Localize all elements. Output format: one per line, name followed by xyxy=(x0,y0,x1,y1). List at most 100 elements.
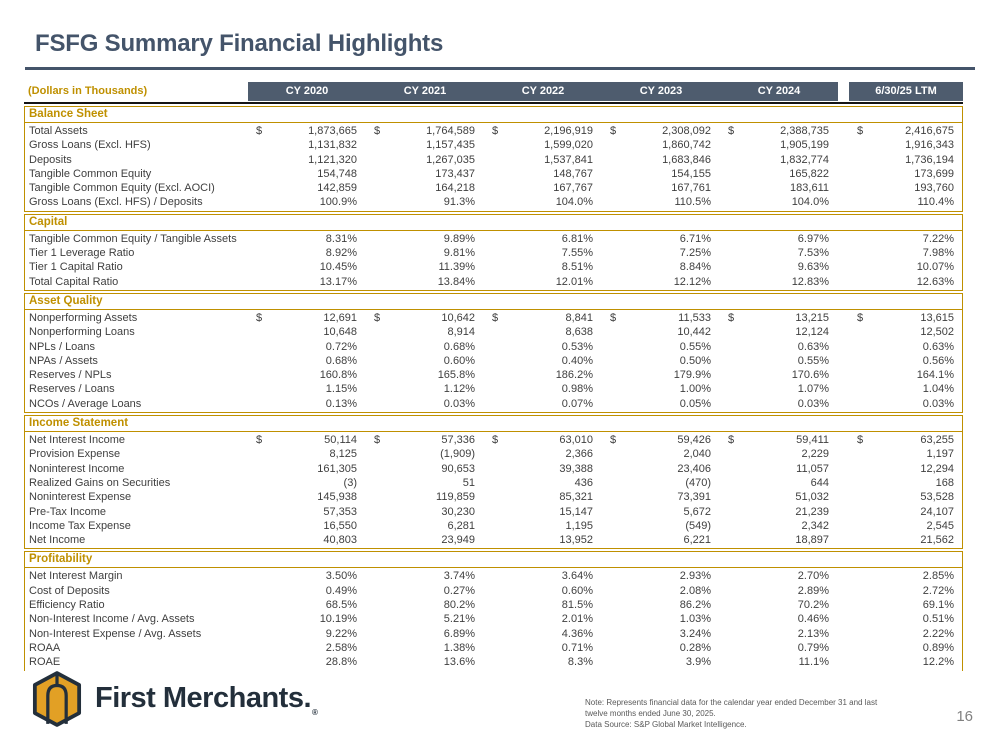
cell-value: 69.1% xyxy=(922,599,954,612)
table-row: ROAE 28.8% 13.6% 8.3% 3.9% 11.1% 12.2% xyxy=(25,655,962,669)
cell-value: 11.39% xyxy=(438,261,476,274)
cell-value: 40,803 xyxy=(323,534,357,547)
cell-value: 90,653 xyxy=(441,462,475,475)
cell-value: 0.56% xyxy=(922,354,954,367)
cell-value: $63,255 xyxy=(857,434,954,447)
row-label: Cost of Deposits xyxy=(29,584,110,597)
cell-value: 148,767 xyxy=(553,167,593,180)
table-row: Efficiency Ratio 68.5% 80.2% 81.5% 86.2% 70.2… xyxy=(25,598,962,612)
cell-value: 12.83% xyxy=(791,275,829,288)
table-row: Tangible Common Equity (Excl. AOCI) 142,8… xyxy=(25,181,962,195)
cell-value: 179.9% xyxy=(673,369,711,382)
title-divider xyxy=(25,67,975,70)
dollar-sign: $ xyxy=(610,125,617,137)
first-merchants-logo: First Merchants.® xyxy=(30,670,318,728)
row-label: ROAA xyxy=(29,641,61,654)
cell-value: 3.74% xyxy=(443,570,475,583)
row-label: Reserves / Loans xyxy=(29,383,115,396)
cell-value: 1,195 xyxy=(565,519,593,532)
cell-value: 91.3% xyxy=(443,196,475,209)
cell-value: 145,938 xyxy=(317,491,357,504)
table-row: Cost of Deposits 0.49% 0.27% 0.60% 2.08% 2.89… xyxy=(25,584,962,598)
cell-value: 168 xyxy=(935,476,954,489)
dollar-sign: $ xyxy=(857,434,864,447)
cell-value: $2,388,735 xyxy=(728,125,829,137)
cell-value: 154,155 xyxy=(671,167,711,180)
table-row: Tangible Common Equity 154,748 173,437 148,… xyxy=(25,167,962,181)
cell-value: 0.05% xyxy=(679,397,711,410)
cell-value: 7.53% xyxy=(797,247,829,260)
row-label: Provision Expense xyxy=(29,448,121,461)
cell-value: 12,502 xyxy=(920,326,954,339)
dollar-sign: $ xyxy=(374,125,381,137)
row-label: Tier 1 Capital Ratio xyxy=(29,261,123,274)
row-label: Gross Loans (Excl. HFS) / Deposits xyxy=(29,196,203,209)
cell-value: 2.08% xyxy=(679,584,711,597)
cell-value: 53,528 xyxy=(920,491,954,504)
row-label: Gross Loans (Excl. HFS) xyxy=(29,139,151,152)
table-row: Income Tax Expense 16,550 6,281 1,195 (549) 2… xyxy=(25,519,962,533)
row-label: NCOs / Average Loans xyxy=(29,397,142,410)
row-label: Deposits xyxy=(29,153,72,166)
page-number: 16 xyxy=(956,708,973,725)
table-section: Balance Sheet Total Assets $1,873,665 $1,76… xyxy=(24,106,963,212)
row-label: Net Interest Income xyxy=(29,434,125,447)
cell-value: 2.72% xyxy=(922,584,954,597)
cell-value: 1,736,194 xyxy=(905,153,954,166)
cell-value: 15,147 xyxy=(559,505,593,518)
row-label: Non-Interest Income / Avg. Assets xyxy=(29,613,195,626)
table-row: NCOs / Average Loans 0.13% 0.03% 0.07% 0.05%… xyxy=(25,397,962,411)
table-row: Reserves / Loans 1.15% 1.12% 0.98% 1.00% 1.07… xyxy=(25,382,962,396)
cell-value: $1,873,665 xyxy=(256,125,357,137)
cell-value: 173,437 xyxy=(435,167,475,180)
cell-value: 39,388 xyxy=(559,462,593,475)
table-section: Income Statement Net Interest Income $50,1… xyxy=(24,415,963,550)
cell-value: 13.84% xyxy=(437,275,475,288)
row-label: Noninterest Expense xyxy=(29,491,132,504)
section-title: Asset Quality xyxy=(25,294,962,310)
cell-value: 3.50% xyxy=(325,570,357,583)
footnote-line: twelve months ended June 30, 2025. xyxy=(585,709,716,718)
cell-value: 167,761 xyxy=(671,182,711,195)
table-row: Non-Interest Income / Avg. Assets 10.19% 5… xyxy=(25,612,962,626)
cell-value: 0.40% xyxy=(561,354,593,367)
cell-value: 7.98% xyxy=(922,247,954,260)
dollar-sign: $ xyxy=(256,311,263,324)
cell-value: 8.51% xyxy=(561,261,593,274)
cell-value: 1,905,199 xyxy=(780,139,829,152)
cell-value: 164.1% xyxy=(916,369,954,382)
cell-value: $13,215 xyxy=(728,311,829,324)
dollar-sign: $ xyxy=(728,311,735,324)
cell-value: $59,411 xyxy=(728,434,829,447)
cell-value: 13.17% xyxy=(319,275,357,288)
cell-value: 4.36% xyxy=(561,627,593,640)
cell-value: 110.5% xyxy=(674,196,712,209)
header-divider xyxy=(24,102,963,104)
cell-value: 85,321 xyxy=(559,491,593,504)
table-row: Provision Expense 8,125 (1,909) 2,366 2,040 2… xyxy=(25,447,962,461)
row-label: Nonperforming Loans xyxy=(29,326,135,339)
cell-value: 70.2% xyxy=(797,599,829,612)
cell-value: 1,537,841 xyxy=(544,153,593,166)
cell-value: 0.53% xyxy=(561,340,593,353)
cell-value: 0.72% xyxy=(325,340,357,353)
section-title: Income Statement xyxy=(25,416,962,433)
cell-value: $12,691 xyxy=(256,311,357,324)
dollar-sign: $ xyxy=(492,125,499,137)
cell-value: 0.68% xyxy=(325,354,357,367)
cell-value: 170.6% xyxy=(791,369,829,382)
cell-value: 165.8% xyxy=(437,369,475,382)
cell-value: 6.89% xyxy=(443,627,475,640)
cell-value: 12.2% xyxy=(922,656,954,669)
table-section: Capital Tangible Common Equity / Tangible… xyxy=(24,213,963,291)
cell-value: 8,638 xyxy=(565,326,593,339)
cell-value: 18,897 xyxy=(795,534,829,547)
table-row: Non-Interest Expense / Avg. Assets 9.22% 6… xyxy=(25,627,962,641)
row-label: ROAE xyxy=(29,656,61,669)
cell-value: 1.38% xyxy=(443,641,475,654)
cell-value: 2.58% xyxy=(325,641,357,654)
cell-value: 0.55% xyxy=(797,354,829,367)
dollar-sign: $ xyxy=(374,311,381,324)
row-label: Noninterest Income xyxy=(29,462,125,475)
cell-value: 0.28% xyxy=(679,641,711,654)
